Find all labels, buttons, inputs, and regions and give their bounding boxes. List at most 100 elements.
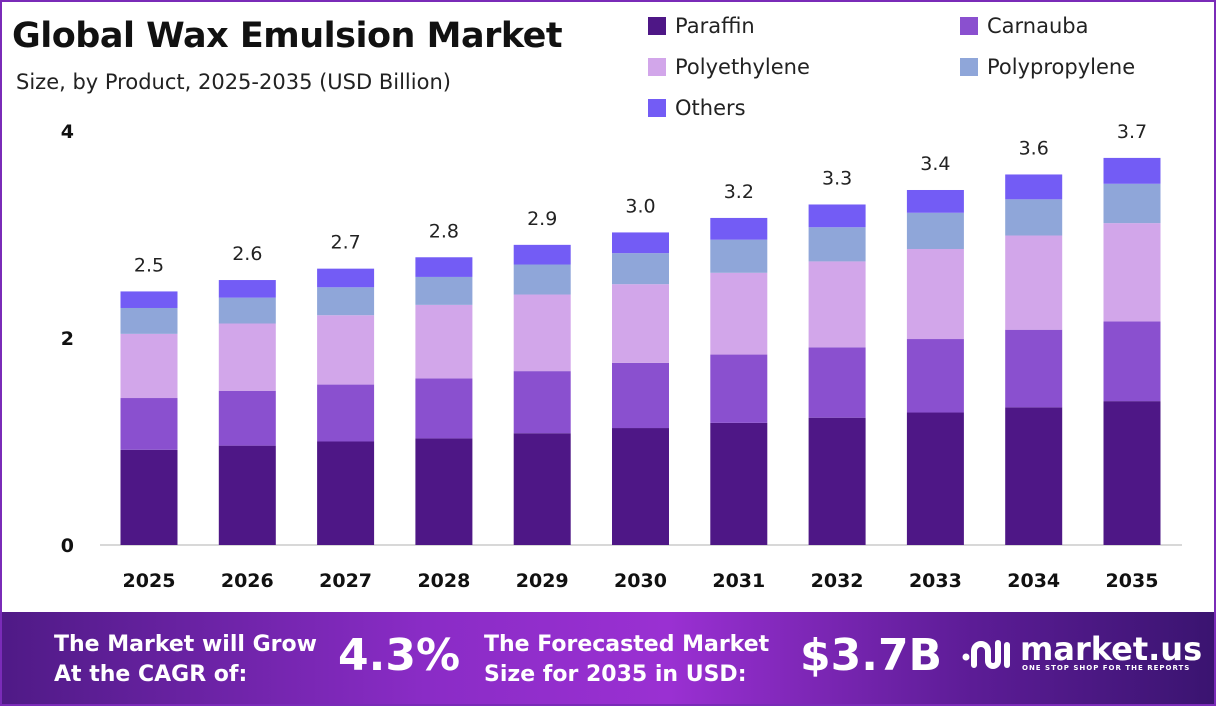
bar-segment-carnauba-2034 — [1005, 329, 1063, 408]
y-tick-label: 0 — [61, 535, 74, 557]
x-tick-label: 2035 — [1106, 570, 1159, 592]
bar-segment-carnauba-2033 — [906, 339, 964, 413]
legend-swatch — [648, 17, 666, 35]
bar-segment-carnauba-2028 — [415, 378, 473, 439]
legend: Paraffin Carnauba Polyethylene Polypropylen… — [648, 12, 1208, 122]
bar-segment-polyethylene-2034 — [1005, 235, 1063, 330]
total-label: 2.9 — [527, 208, 557, 230]
bar-segment-polypropylene-2033 — [906, 212, 964, 249]
bar-segment-polyethylene-2028 — [415, 304, 473, 379]
legend-label: Paraffin — [675, 14, 755, 38]
bar-segment-others-2029 — [513, 244, 571, 265]
total-label: 3.4 — [920, 153, 950, 175]
bar-segment-polyethylene-2030 — [612, 284, 669, 363]
chart-title: Global Wax Emulsion Market — [12, 16, 563, 56]
x-tick-label: 2030 — [614, 570, 667, 592]
bar-segment-others-2025 — [120, 291, 178, 308]
brand-name: market.us — [1020, 630, 1203, 668]
bar-segment-polyethylene-2032 — [808, 261, 866, 348]
bar-segment-carnauba-2030 — [612, 362, 669, 429]
bar-segment-paraffin-2033 — [906, 412, 964, 545]
bar-segment-others-2027 — [317, 268, 375, 288]
total-label: 2.7 — [330, 232, 360, 254]
bar-segment-others-2035 — [1103, 157, 1161, 184]
legend-item-carnauba: Carnauba — [960, 12, 1210, 40]
bar-segment-others-2032 — [808, 204, 866, 228]
forecast-label: The Forecasted Market Size for 2035 in U… — [484, 632, 770, 687]
brand-tagline: ONE STOP SHOP FOR THE REPORTS — [1022, 664, 1191, 672]
total-label: 3.3 — [822, 167, 852, 189]
bar-segment-paraffin-2029 — [513, 433, 571, 545]
bar-segment-polyethylene-2026 — [218, 323, 276, 391]
bar-segment-others-2028 — [415, 257, 473, 277]
bar-segment-others-2026 — [218, 280, 276, 298]
y-tick-label: 4 — [61, 121, 74, 143]
chart-subtitle: Size, by Product, 2025-2035 (USD Billion… — [16, 70, 451, 94]
bar-segment-polyethylene-2033 — [906, 248, 964, 340]
x-tick-label: 2032 — [811, 570, 864, 592]
legend-swatch — [648, 99, 666, 117]
bar-segment-polyethylene-2029 — [513, 294, 571, 372]
bar-segment-polypropylene-2029 — [513, 264, 571, 295]
bar-segment-polyethylene-2025 — [120, 333, 178, 399]
bar-segment-polypropylene-2031 — [710, 239, 768, 273]
x-tick-label: 2027 — [319, 570, 372, 592]
bar-segment-paraffin-2027 — [317, 441, 375, 545]
bar-segment-polypropylene-2026 — [218, 297, 276, 324]
bar-segment-carnauba-2027 — [317, 384, 375, 442]
total-label: 2.5 — [134, 254, 164, 276]
bar-segment-polypropylene-2032 — [808, 227, 866, 262]
total-label: 3.2 — [724, 181, 754, 203]
bar-segment-paraffin-2034 — [1005, 407, 1063, 545]
x-tick-label: 2031 — [712, 570, 765, 592]
total-label: 3.7 — [1117, 121, 1147, 143]
x-tick-label: 2034 — [1007, 570, 1060, 592]
stacked-bar-chart: 0 2 4 2.5 2025 2.6 2026 2.7 2027 2.8 2028 2.9 2029 3.… — [61, 121, 1182, 592]
x-tick-label: 2025 — [123, 570, 176, 592]
bar-segment-polypropylene-2027 — [317, 287, 375, 316]
legend-swatch — [960, 17, 978, 35]
total-label: 2.8 — [429, 220, 459, 242]
total-label: 3.0 — [625, 195, 655, 217]
bar-segment-paraffin-2031 — [710, 422, 768, 545]
legend-item-polypropylene: Polypropylene — [960, 53, 1210, 81]
legend-item-polyethylene: Polyethylene — [648, 53, 960, 81]
bar-segment-carnauba-2026 — [218, 390, 276, 446]
legend-label: Others — [675, 96, 746, 120]
bar-segment-polyethylene-2035 — [1103, 223, 1161, 322]
bar-segment-carnauba-2025 — [120, 398, 178, 450]
bar-segment-paraffin-2032 — [808, 417, 866, 545]
legend-label: Carnauba — [987, 14, 1089, 38]
y-tick-label: 2 — [61, 328, 74, 350]
bar-segment-others-2031 — [710, 217, 768, 240]
footer-banner: The Market will Grow At the CAGR of: 4.3… — [0, 612, 1216, 706]
total-label: 2.6 — [232, 243, 262, 265]
bar-segment-polypropylene-2034 — [1005, 199, 1063, 236]
bar-segment-polypropylene-2035 — [1103, 183, 1161, 224]
forecast-value: $3.7B — [800, 630, 943, 681]
brand-logo: market.us ONE STOP SHOP FOR THE REPORTS — [962, 630, 1203, 672]
legend-item-others: Others — [648, 94, 960, 122]
legend-label: Polyethylene — [675, 55, 810, 79]
bar-segment-paraffin-2028 — [415, 438, 473, 545]
bar-segment-polyethylene-2031 — [710, 272, 768, 355]
bar-segment-paraffin-2030 — [612, 428, 669, 545]
x-tick-label: 2028 — [417, 570, 470, 592]
bar-segment-carnauba-2035 — [1103, 321, 1161, 402]
bar-segment-others-2030 — [612, 232, 669, 254]
legend-label: Polypropylene — [987, 55, 1136, 79]
legend-swatch — [960, 58, 978, 76]
bar-segment-others-2034 — [1005, 174, 1063, 200]
bar-segment-paraffin-2035 — [1103, 401, 1161, 545]
bar-segment-others-2033 — [906, 189, 964, 213]
legend-item-paraffin: Paraffin — [648, 12, 960, 40]
bar-segment-carnauba-2032 — [808, 347, 866, 418]
bar-segment-paraffin-2025 — [120, 449, 178, 545]
cagr-value: 4.3% — [338, 630, 461, 681]
cagr-label: The Market will Grow At the CAGR of: — [54, 632, 317, 687]
x-tick-label: 2033 — [909, 570, 962, 592]
legend-swatch — [648, 58, 666, 76]
bar-segment-paraffin-2026 — [218, 445, 276, 545]
bar-segment-polyethylene-2027 — [317, 315, 375, 385]
x-tick-label: 2026 — [221, 570, 274, 592]
